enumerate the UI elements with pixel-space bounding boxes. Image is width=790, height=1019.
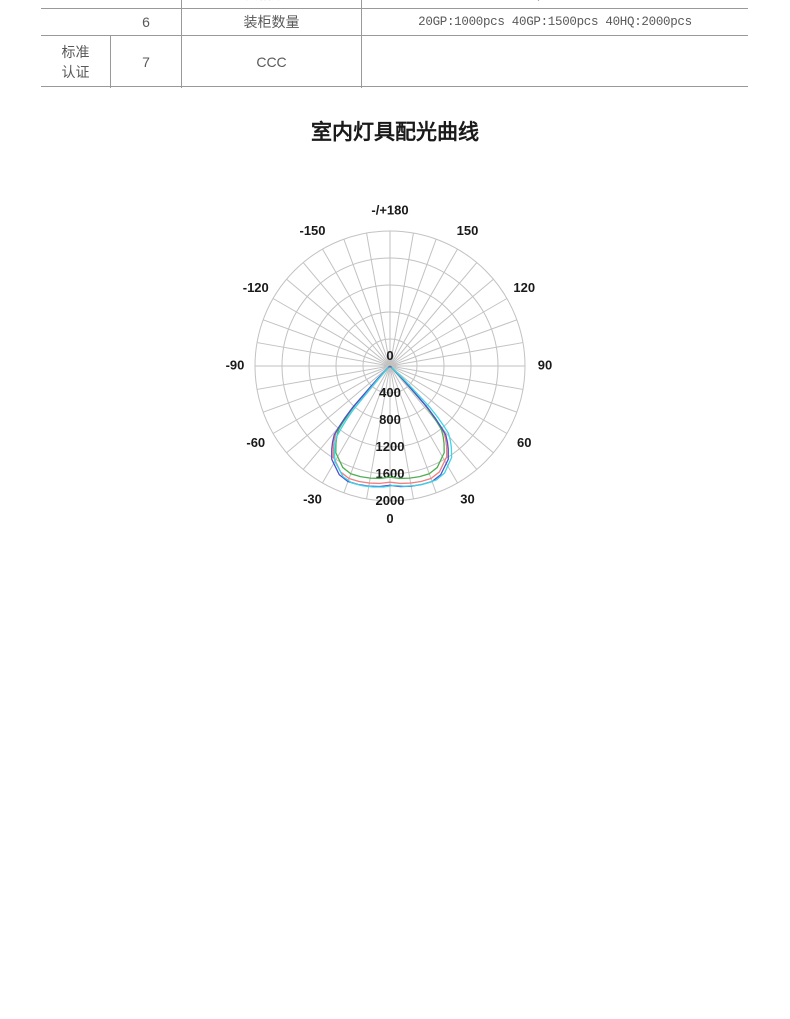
svg-text:400: 400 bbox=[379, 385, 401, 400]
svg-text:-120: -120 bbox=[243, 280, 269, 295]
svg-text:90: 90 bbox=[538, 357, 552, 372]
svg-text:-/+180: -/+180 bbox=[371, 202, 408, 217]
svg-text:30: 30 bbox=[460, 492, 474, 507]
svg-text:0: 0 bbox=[386, 511, 393, 526]
svg-text:-30: -30 bbox=[303, 492, 322, 507]
svg-text:120: 120 bbox=[513, 280, 535, 295]
svg-text:800: 800 bbox=[379, 412, 401, 427]
svg-text:2000: 2000 bbox=[376, 493, 405, 508]
svg-text:60: 60 bbox=[517, 435, 531, 450]
svg-text:-90: -90 bbox=[226, 357, 245, 372]
svg-text:0: 0 bbox=[386, 348, 393, 363]
svg-text:-60: -60 bbox=[246, 435, 265, 450]
svg-text:1200: 1200 bbox=[376, 439, 405, 454]
svg-text:-150: -150 bbox=[299, 223, 325, 238]
svg-text:150: 150 bbox=[457, 223, 479, 238]
